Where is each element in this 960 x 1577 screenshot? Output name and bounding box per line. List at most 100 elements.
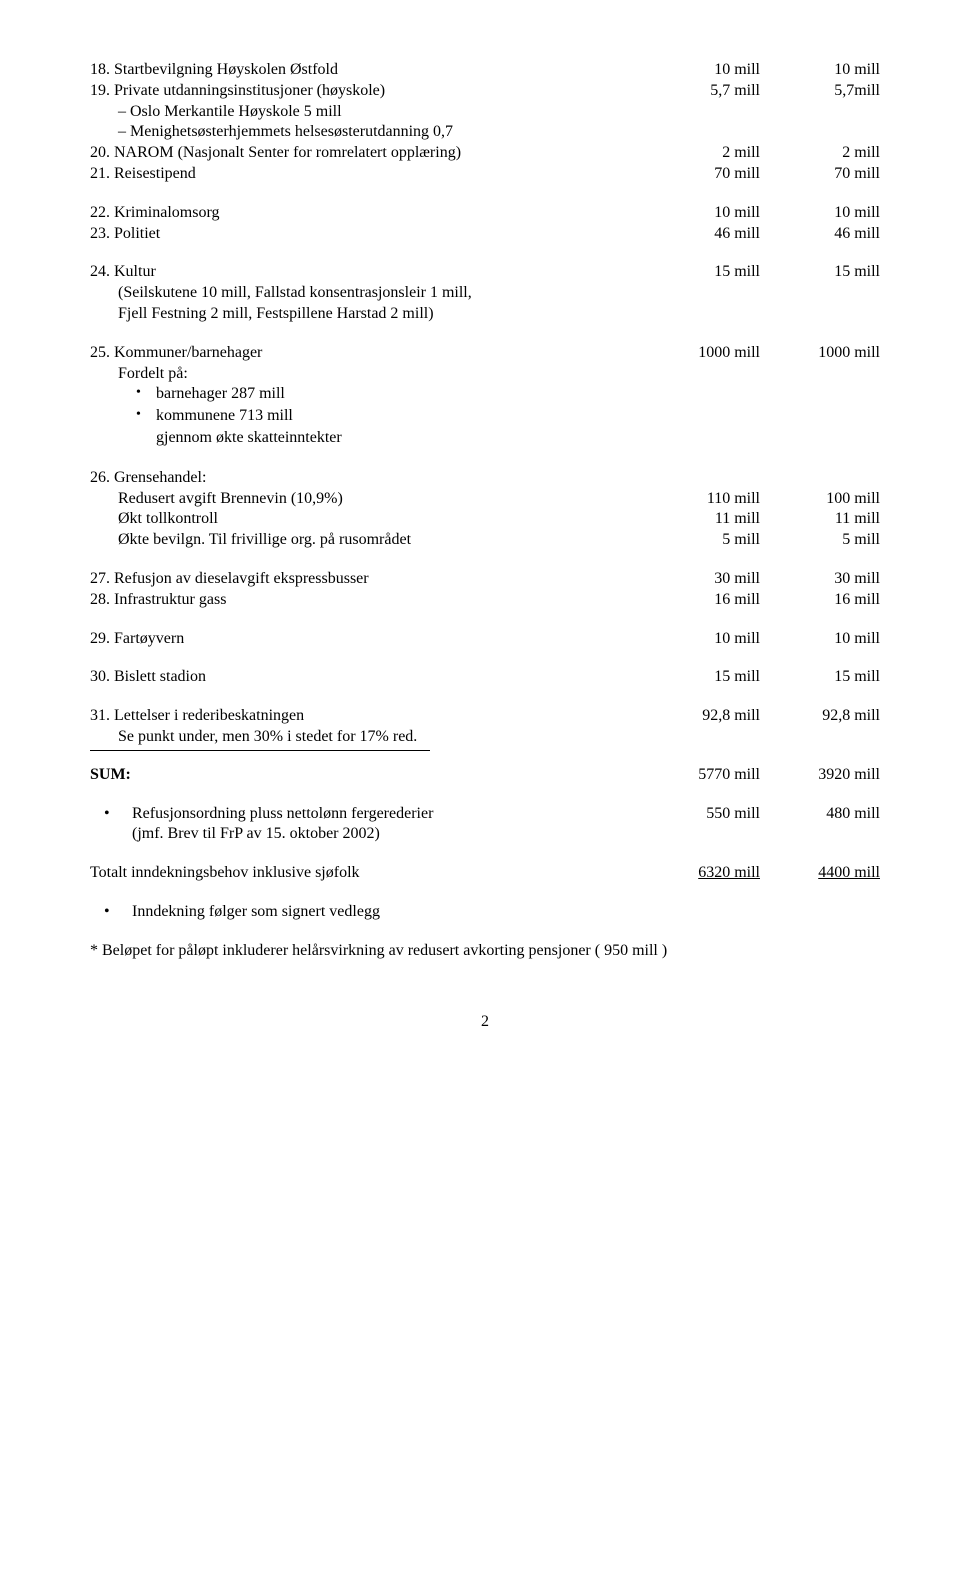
- item-col1: 92,8 mill: [640, 706, 760, 727]
- separator-line: [90, 750, 430, 751]
- line-item: 19. Private utdanningsinstitusjoner (høy…: [90, 81, 880, 102]
- item-label: 29. Fartøyvern: [90, 629, 640, 650]
- bullet-label: kommunene 713 mill: [156, 406, 880, 427]
- bullet-item: • kommunene 713 mill: [136, 406, 880, 427]
- item-col2: 1000 mill: [760, 343, 880, 364]
- item-label: 30. Bislett stadion: [90, 667, 640, 688]
- sub-line-item: Økt tollkontroll 11 mill 11 mill: [90, 509, 880, 530]
- item-col1: 110 mill: [640, 489, 760, 510]
- total-label: Totalt inndekningsbehov inklusive sjøfol…: [90, 863, 640, 884]
- item-col1: 46 mill: [640, 224, 760, 245]
- line-item: 24. Kultur 15 mill 15 mill: [90, 262, 880, 283]
- item-col2: 46 mill: [760, 224, 880, 245]
- item-col2: 16 mill: [760, 590, 880, 611]
- item-label: 20. NAROM (Nasjonalt Senter for romrelat…: [90, 143, 640, 164]
- footnote: * Beløpet for påløpt inkluderer helårsvi…: [90, 941, 880, 962]
- bullet-label: barnehager 287 mill: [156, 384, 880, 405]
- line-item: 26. Grensehandel:: [90, 468, 880, 489]
- sub-label: Økt tollkontroll: [90, 509, 640, 530]
- sub-item: Fjell Festning 2 mill, Festspillene Hars…: [90, 304, 880, 325]
- item-col1: 2 mill: [640, 143, 760, 164]
- item-label: 25. Kommuner/barnehager: [90, 343, 640, 364]
- item-col2: 2 mill: [760, 143, 880, 164]
- line-item: 28. Infrastruktur gass 16 mill 16 mill: [90, 590, 880, 611]
- line-item: 22. Kriminalomsorg 10 mill 10 mill: [90, 203, 880, 224]
- line-item: 23. Politiet 46 mill 46 mill: [90, 224, 880, 245]
- item-col1: 16 mill: [640, 590, 760, 611]
- item-label: 18. Startbevilgning Høyskolen Østfold: [90, 60, 640, 81]
- page-number: 2: [90, 1012, 880, 1033]
- item-label: 24. Kultur: [90, 262, 640, 283]
- bullet-sub-label: gjennom økte skatteinntekter: [156, 428, 880, 449]
- item-col2: 480 mill: [760, 804, 880, 825]
- item-label: 28. Infrastruktur gass: [90, 590, 640, 611]
- total-col2: 4400 mill: [818, 864, 880, 881]
- item-col1: 70 mill: [640, 164, 760, 185]
- item-col2: 5,7mill: [760, 81, 880, 102]
- item-col2: 10 mill: [760, 60, 880, 81]
- sum-label: SUM:: [90, 765, 640, 786]
- bullet-icon: •: [136, 406, 156, 424]
- bullet-icon: •: [90, 804, 132, 825]
- sub-item: (Seilskutene 10 mill, Fallstad konsentra…: [90, 283, 880, 304]
- bullet-icon: •: [90, 902, 132, 923]
- total-col1: 6320 mill: [698, 864, 760, 881]
- item-col2: 10 mill: [760, 203, 880, 224]
- bullet-item: • barnehager 287 mill: [136, 384, 880, 405]
- bullet-list: • barnehager 287 mill • kommunene 713 mi…: [90, 384, 880, 448]
- bullet-icon: •: [136, 384, 156, 402]
- sub-label: Fordelt på:: [90, 364, 640, 385]
- item-col2: 10 mill: [760, 629, 880, 650]
- line-item: 27. Refusjon av dieselavgift ekspressbus…: [90, 569, 880, 590]
- sub-label: Økte bevilgn. Til frivillige org. på rus…: [90, 530, 640, 551]
- item-col1: 10 mill: [640, 629, 760, 650]
- sub-line-item: Økte bevilgn. Til frivillige org. på rus…: [90, 530, 880, 551]
- item-col1: 15 mill: [640, 262, 760, 283]
- sub-line-item: Redusert avgift Brennevin (10,9%) 110 mi…: [90, 489, 880, 510]
- sub-label: (Seilskutene 10 mill, Fallstad konsentra…: [90, 283, 640, 304]
- sum-col2: 3920 mill: [760, 765, 880, 786]
- item-label: 27. Refusjon av dieselavgift ekspressbus…: [90, 569, 640, 590]
- bullet-label: Inndekning følger som signert vedlegg: [132, 902, 640, 923]
- post-bullet-item: • Refusjonsordning pluss nettolønn ferge…: [90, 804, 880, 825]
- line-item: 21. Reisestipend 70 mill 70 mill: [90, 164, 880, 185]
- item-col1: 550 mill: [640, 804, 760, 825]
- item-col2: 11 mill: [760, 509, 880, 530]
- item-col2: 92,8 mill: [760, 706, 880, 727]
- item-col2: 100 mill: [760, 489, 880, 510]
- item-col1: 30 mill: [640, 569, 760, 590]
- item-col2: 15 mill: [760, 262, 880, 283]
- item-label: 23. Politiet: [90, 224, 640, 245]
- post-bullet-sub: (jmf. Brev til FrP av 15. oktober 2002): [90, 824, 880, 845]
- sub-label: Fjell Festning 2 mill, Festspillene Hars…: [90, 304, 640, 325]
- total-row: Totalt inndekningsbehov inklusive sjøfol…: [90, 863, 880, 884]
- item-label: 31. Lettelser i rederibeskatningen: [90, 706, 640, 727]
- item-col1: 11 mill: [640, 509, 760, 530]
- item-label: 19. Private utdanningsinstitusjoner (høy…: [90, 81, 640, 102]
- item-col1: 5,7 mill: [640, 81, 760, 102]
- bullet-sub: gjennom økte skatteinntekter: [136, 428, 880, 449]
- line-item: 20. NAROM (Nasjonalt Senter for romrelat…: [90, 143, 880, 164]
- sub-item: – Menighetsøsterhjemmets helsesøsterutda…: [90, 122, 880, 143]
- item-col2: 15 mill: [760, 667, 880, 688]
- item-label: 22. Kriminalomsorg: [90, 203, 640, 224]
- bullet-sub-label: (jmf. Brev til FrP av 15. oktober 2002): [90, 824, 640, 845]
- sub-label: Se punkt under, men 30% i stedet for 17%…: [90, 727, 640, 748]
- sub-item: – Oslo Merkantile Høyskole 5 mill: [90, 102, 880, 123]
- item-col1: 5 mill: [640, 530, 760, 551]
- sum-col1: 5770 mill: [640, 765, 760, 786]
- sub-label: Redusert avgift Brennevin (10,9%): [90, 489, 640, 510]
- item-col2: 5 mill: [760, 530, 880, 551]
- item-col1: 15 mill: [640, 667, 760, 688]
- sub-label: – Menighetsøsterhjemmets helsesøsterutda…: [90, 122, 640, 143]
- sub-item: Se punkt under, men 30% i stedet for 17%…: [90, 727, 880, 748]
- sum-row: SUM: 5770 mill 3920 mill: [90, 765, 880, 786]
- sub-item: Fordelt på:: [90, 364, 880, 385]
- line-item: 29. Fartøyvern 10 mill 10 mill: [90, 629, 880, 650]
- line-item: 25. Kommuner/barnehager 1000 mill 1000 m…: [90, 343, 880, 364]
- line-item: 18. Startbevilgning Høyskolen Østfold 10…: [90, 60, 880, 81]
- line-item: 31. Lettelser i rederibeskatningen 92,8 …: [90, 706, 880, 727]
- item-label: 26. Grensehandel:: [90, 468, 640, 489]
- item-col1: 1000 mill: [640, 343, 760, 364]
- sub-label: – Oslo Merkantile Høyskole 5 mill: [90, 102, 640, 123]
